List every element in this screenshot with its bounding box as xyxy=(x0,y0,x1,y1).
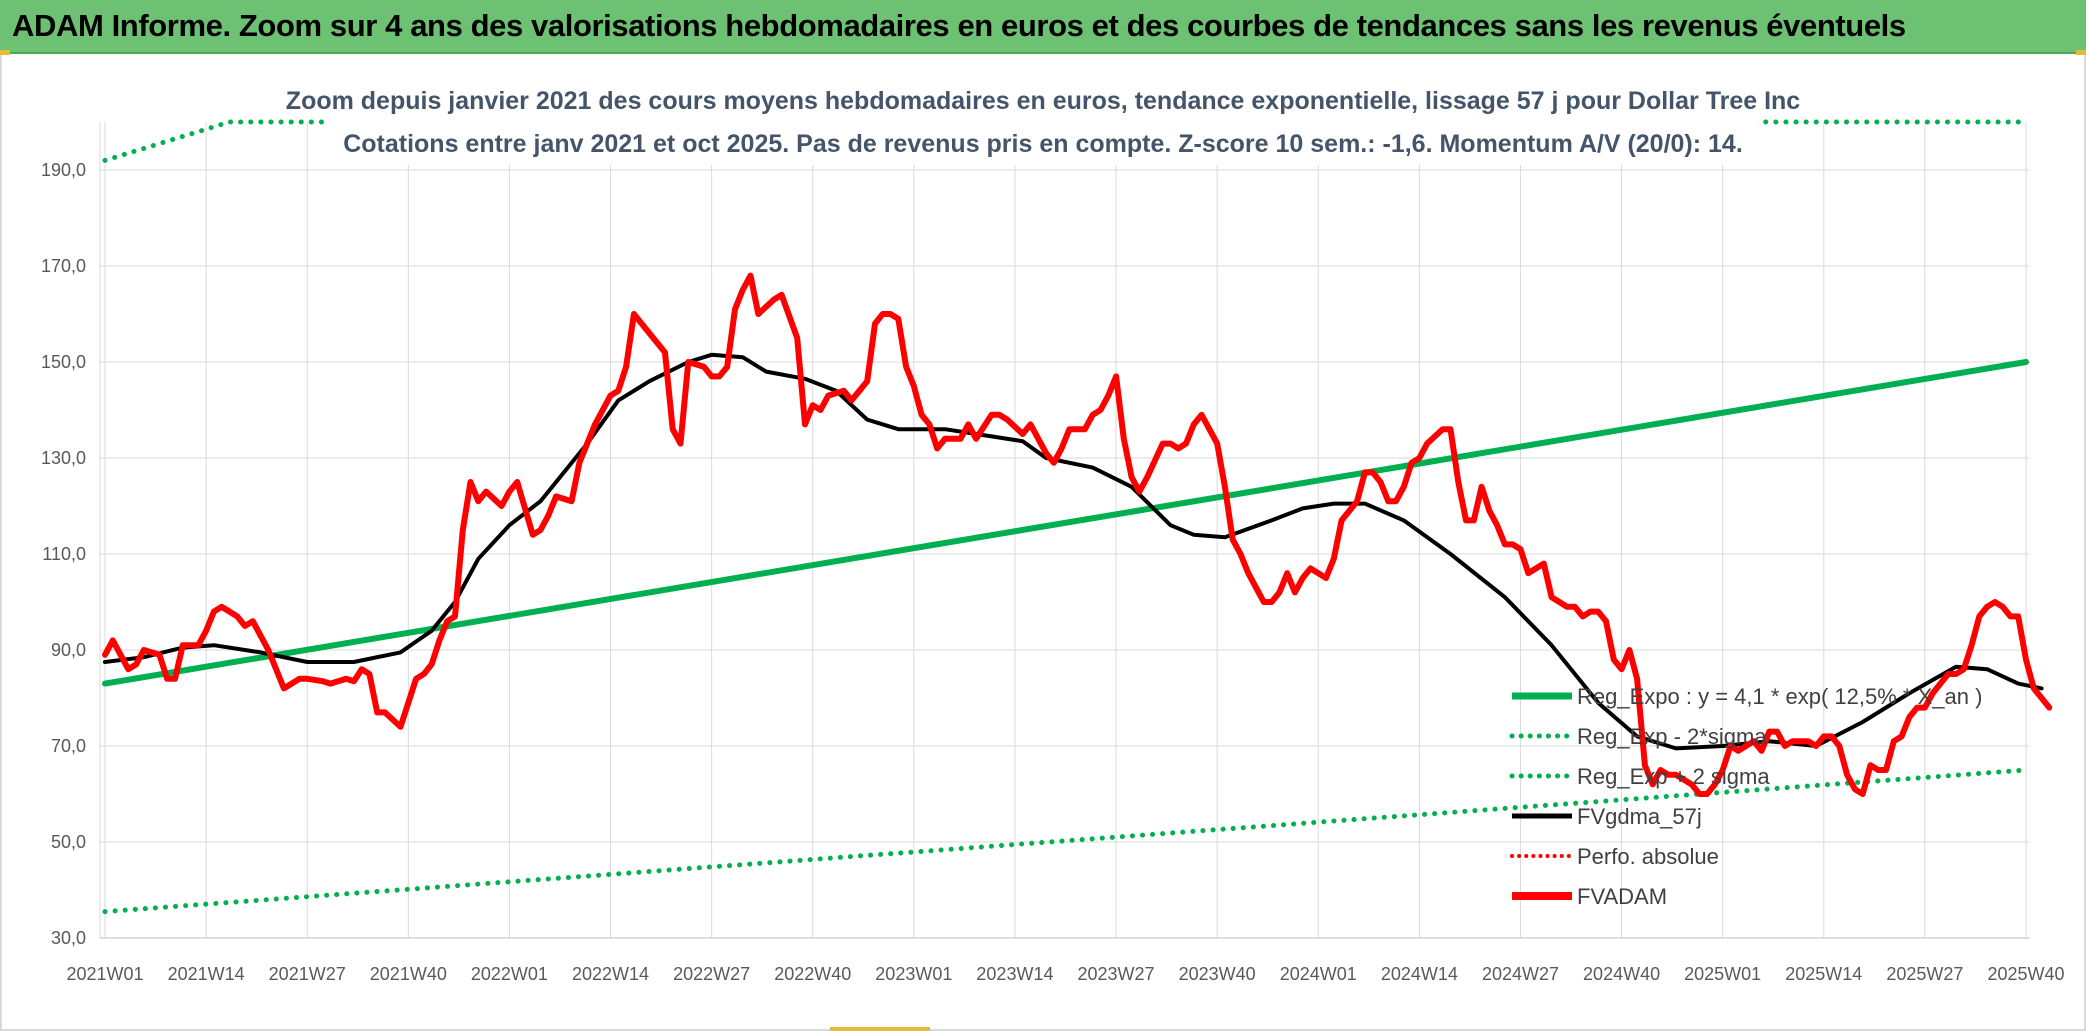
x-tick-label: 2023W40 xyxy=(1179,964,1256,984)
y-tick-label: 150,0 xyxy=(41,352,86,372)
banner-accent-right xyxy=(2076,50,2086,55)
x-tick-label: 2024W14 xyxy=(1381,964,1458,984)
x-tick-label: 2024W40 xyxy=(1583,964,1660,984)
banner-accent-left xyxy=(0,50,10,55)
chart-title-line1: Zoom depuis janvier 2021 des cours moyen… xyxy=(286,87,1801,115)
x-tick-label: 2025W14 xyxy=(1785,964,1862,984)
x-tick-label: 2022W40 xyxy=(774,964,851,984)
y-tick-label: 190,0 xyxy=(41,160,86,180)
x-tick-label: 2023W27 xyxy=(1078,964,1155,984)
x-tick-label: 2022W27 xyxy=(673,964,750,984)
x-tick-label: 2025W01 xyxy=(1684,964,1761,984)
banner-title: ADAM Informe. Zoom sur 4 ans des valoris… xyxy=(12,8,1906,43)
series-fvadam xyxy=(102,272,2053,797)
x-axis-ticks: 2021W01 2021W14 2021W27 2021W40 2022W01 2022W… xyxy=(66,964,2064,984)
x-tick-label: 2022W14 xyxy=(572,964,649,984)
series-reg-minus-2sigma xyxy=(102,767,2029,915)
x-tick-label: 2023W14 xyxy=(976,964,1053,984)
x-tick-label: 2022W01 xyxy=(471,964,548,984)
y-tick-label: 110,0 xyxy=(42,544,86,564)
series-group xyxy=(102,119,2053,915)
legend-label: Reg_Exp + 2 sigma xyxy=(1577,764,1770,789)
y-tick-label: 90,0 xyxy=(51,640,86,660)
bottom-accent xyxy=(830,1027,930,1031)
y-tick-label: 130,0 xyxy=(41,448,86,468)
series-reg-plus-2sigma xyxy=(102,119,2029,163)
legend: Reg_Expo : y = 4,1 * exp( 12,5% * X_an )… xyxy=(1509,684,1982,909)
legend-label: Reg_Expo : y = 4,1 * exp( 12,5% * X_an ) xyxy=(1577,684,1982,709)
series-reg-expo xyxy=(102,359,2029,687)
x-tick-label: 2023W01 xyxy=(875,964,952,984)
banner: ADAM Informe. Zoom sur 4 ans des valoris… xyxy=(0,0,2086,54)
legend-label: FVgdma_57j xyxy=(1577,804,1702,829)
title-backdrop xyxy=(328,70,1758,165)
chart-title-line2: Cotations entre janv 2021 et oct 2025. P… xyxy=(343,130,1743,158)
legend-label: Reg_Exp - 2*sigma xyxy=(1577,724,1767,749)
x-tick-label: 2024W01 xyxy=(1280,964,1357,984)
legend-label: FVADAM xyxy=(1577,884,1667,909)
gridlines xyxy=(99,122,2030,939)
x-tick-label: 2025W27 xyxy=(1886,964,1963,984)
y-tick-label: 170,0 xyxy=(41,256,86,276)
x-tick-label: 2021W01 xyxy=(66,964,143,984)
x-tick-label: 2021W27 xyxy=(269,964,346,984)
legend-label: Perfo. absolue xyxy=(1577,844,1719,869)
y-tick-label: 70,0 xyxy=(51,736,86,756)
x-tick-label: 2021W14 xyxy=(168,964,245,984)
x-tick-label: 2025W40 xyxy=(1987,964,2064,984)
x-tick-label: 2021W40 xyxy=(370,964,447,984)
series-fvgdma-57j xyxy=(103,352,2044,751)
y-tick-label: 30,0 xyxy=(51,928,86,948)
y-axis-ticks: 190,0 170,0 150,0 130,0 110,0 90,0 70,0 50,0 30,… xyxy=(41,160,86,948)
x-tick-label: 2024W27 xyxy=(1482,964,1559,984)
y-tick-label: 50,0 xyxy=(51,832,86,852)
